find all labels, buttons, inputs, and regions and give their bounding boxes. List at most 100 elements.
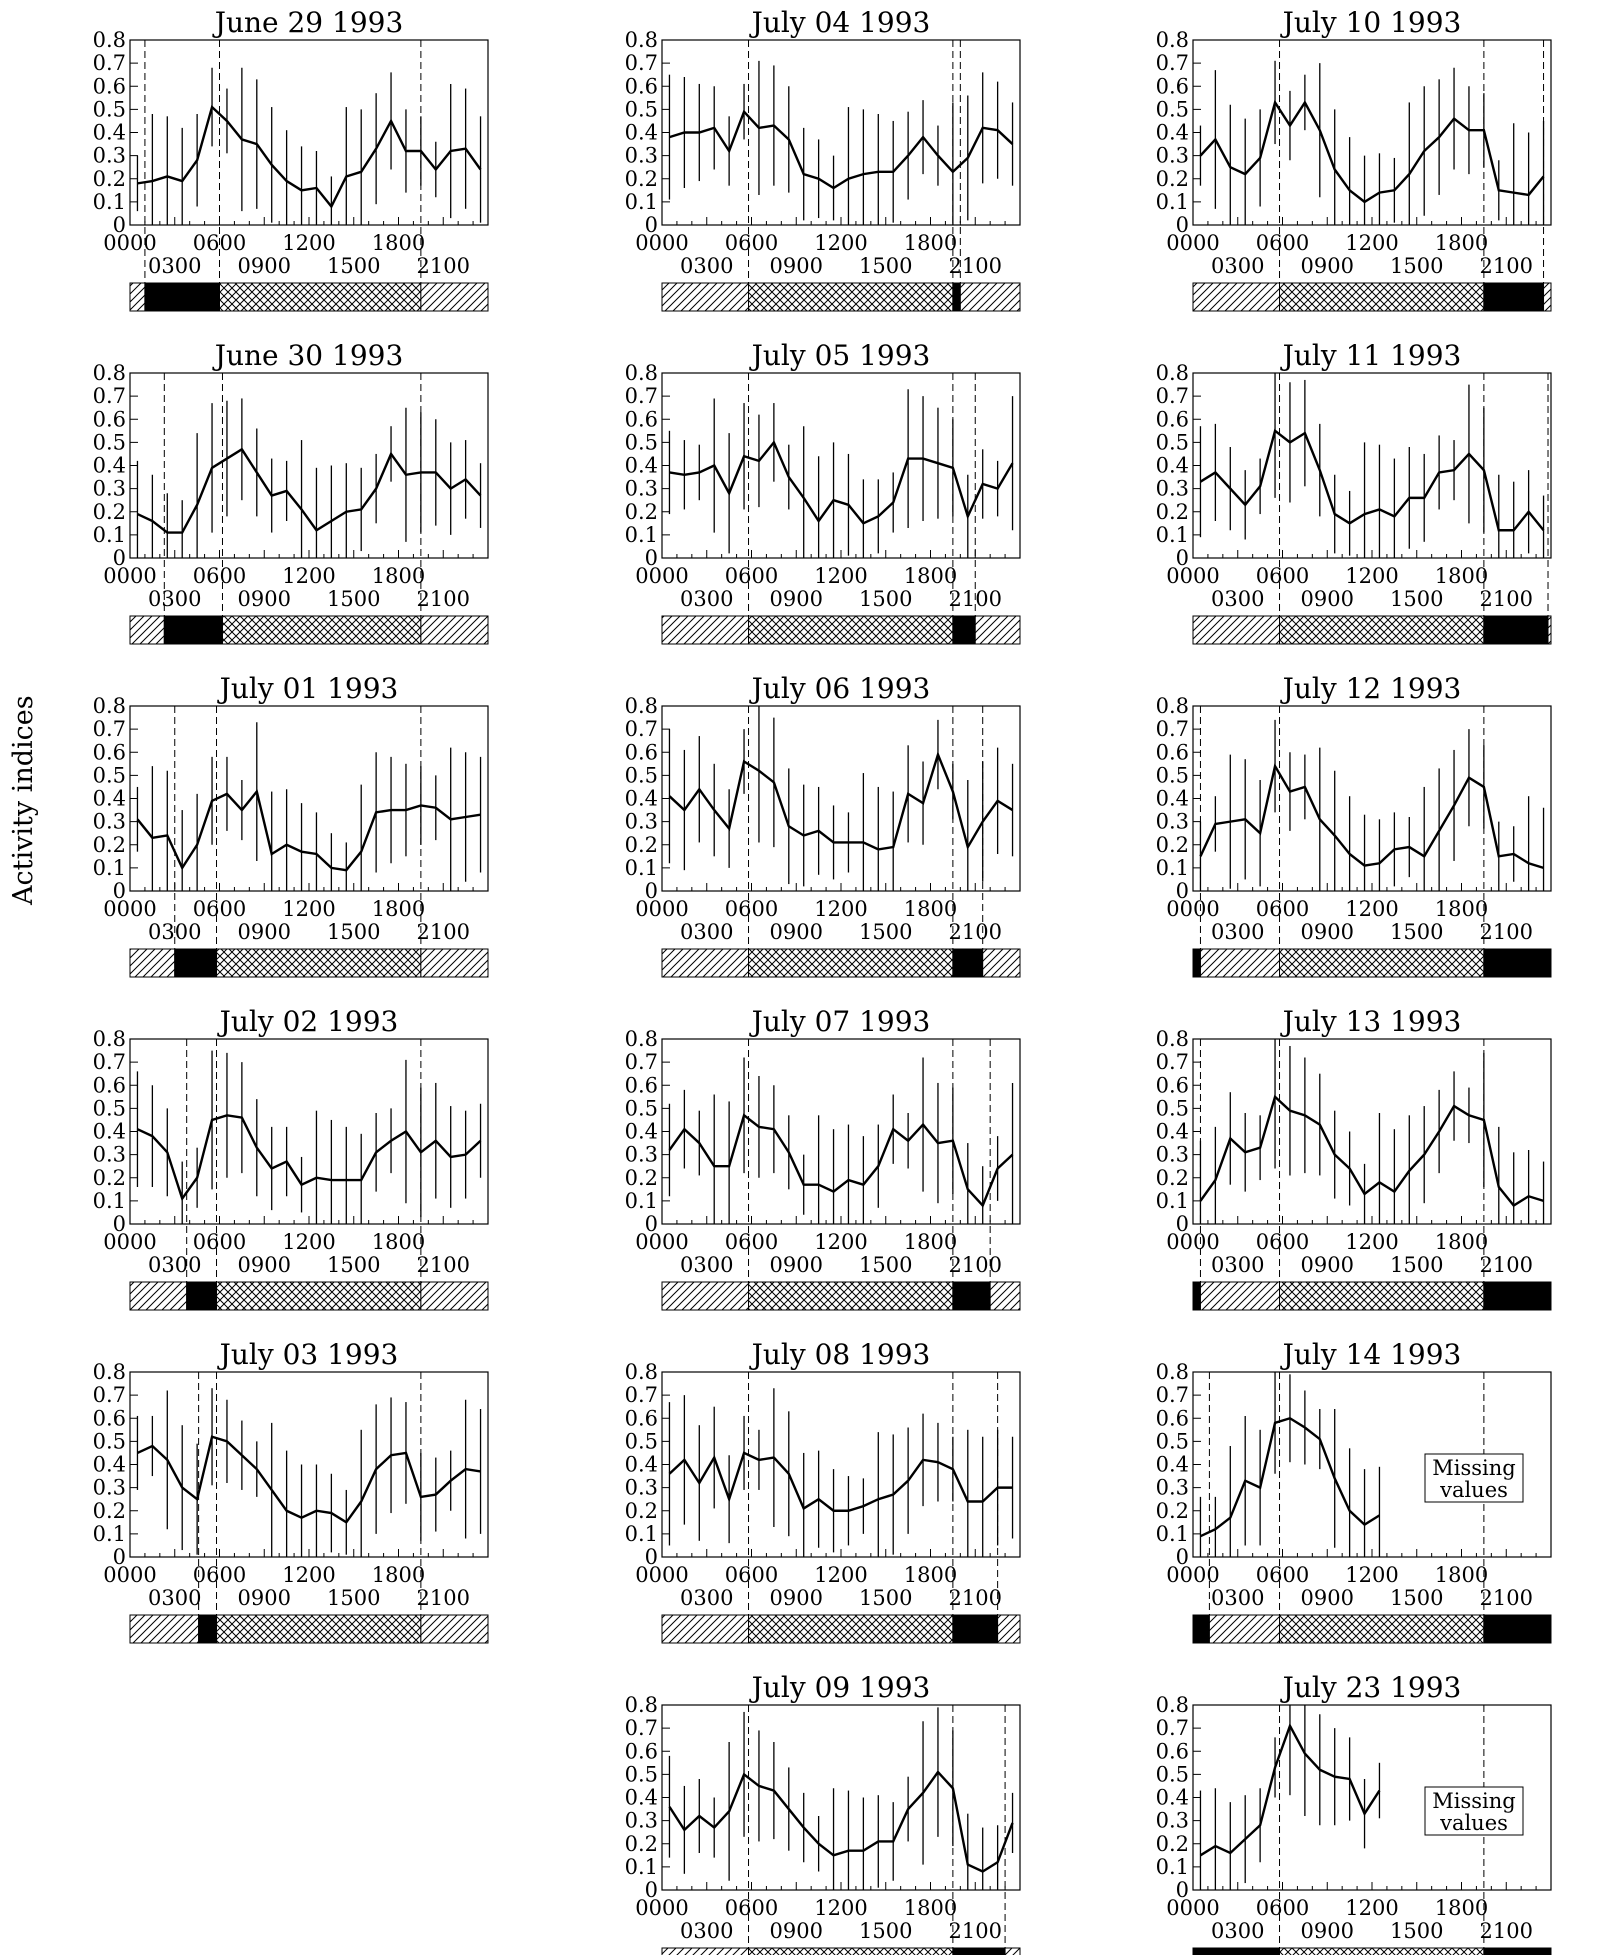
x-tick-label: 1800 [372, 897, 425, 921]
chart-panel: July 10 1993 00.10.20.30.40.50.60.70.8 000… [1156, 6, 1552, 312]
y-tick-label: 0.4 [625, 1120, 658, 1144]
x-tick-label-minor: 1500 [327, 1586, 380, 1610]
x-tick-label-minor: 1500 [1390, 587, 1443, 611]
light-phase-bar [952, 1614, 999, 1644]
y-tick-label: 0.5 [93, 430, 126, 454]
chart-panel: July 11 1993 00.10.20.30.40.50.60.70.8 000… [1156, 339, 1552, 645]
y-tick-label: 0.2 [93, 500, 126, 524]
y-tick-label: 0.3 [93, 477, 126, 501]
x-tick-label-minor: 0900 [238, 587, 291, 611]
chart-panel: July 12 1993 00.10.20.30.40.50.60.70.8 000… [1156, 672, 1552, 978]
activity-line [668, 1451, 1013, 1512]
y-tick-label: 0.6 [1156, 74, 1189, 98]
light-phase-bar [129, 1281, 188, 1311]
panel-title: July 05 1993 [749, 339, 931, 372]
y-tick-label: 0.2 [93, 1499, 126, 1523]
y-tick-label: 0.3 [93, 810, 126, 834]
x-tick-label: 1200 [1345, 564, 1398, 588]
missing-values-label: Missing [1432, 1456, 1515, 1480]
y-tick-label: 0.5 [625, 763, 658, 787]
activity-line [136, 1435, 481, 1524]
x-tick-label-minor: 2100 [949, 254, 1002, 278]
panel-title: June 30 1993 [212, 339, 404, 372]
y-tick-label: 0.2 [1156, 833, 1189, 857]
x-tick-label-minor: 1500 [859, 1919, 912, 1943]
y-tick-label: 0.8 [93, 1360, 126, 1384]
y-tick-label: 0.1 [93, 190, 126, 214]
light-phase-bar [198, 1614, 218, 1644]
y-tick-label: 0.2 [1156, 1166, 1189, 1190]
light-phase-bar [1192, 282, 1281, 312]
y-tick-label: 0.1 [93, 523, 126, 547]
x-tick-label-minor: 2100 [1480, 1253, 1533, 1277]
y-tick-label: 0.2 [625, 500, 658, 524]
activity-line [137, 104, 482, 209]
activity-line [136, 788, 481, 872]
chart-panel: July 02 1993 00.10.20.30.40.50.60.70.8 000… [93, 1005, 489, 1311]
y-tick-label: 0.3 [625, 1476, 658, 1500]
light-phase-bar [974, 615, 1021, 645]
x-tick-label: 0600 [1256, 1896, 1309, 1920]
x-tick-label: 1200 [1345, 897, 1398, 921]
chart-panel: July 08 1993 00.10.20.30.40.50.60.70.8 000… [625, 1338, 1021, 1644]
x-tick-label-minor: 0300 [148, 254, 201, 278]
activity-line [668, 1770, 1014, 1873]
y-tick-label: 0 [645, 213, 658, 237]
plot-area [661, 372, 1021, 559]
chart-panel: June 30 1993 00.10.20.30.40.50.60.70.8 000… [93, 339, 489, 645]
chart-panel: July 09 1993 00.10.20.30.40.50.60.70.8 000… [625, 1671, 1021, 1955]
panel-title: July 02 1993 [217, 1005, 399, 1038]
y-tick-label: 0.5 [625, 430, 658, 454]
plot-area [661, 1038, 1021, 1225]
x-tick-label: 1200 [814, 897, 867, 921]
y-tick-label: 0.1 [1156, 523, 1189, 547]
y-tick-label: 0.6 [1156, 1073, 1189, 1097]
light-phase-bar [1279, 1947, 1485, 1955]
light-phase-bar [661, 615, 750, 645]
x-tick-label: 0600 [1256, 564, 1309, 588]
y-tick-label: 0.8 [625, 28, 658, 52]
x-tick-label-minor: 0300 [680, 254, 733, 278]
y-tick-label: 0.1 [1156, 1189, 1189, 1213]
chart-panel: June 29 1993 00.10.20.30.40.50.60.70.8 000… [93, 6, 489, 312]
x-tick-label-minor: 0900 [770, 1919, 823, 1943]
panel-title: July 01 1993 [217, 672, 399, 705]
x-tick-label: 1800 [372, 231, 425, 255]
x-tick-label: 0000 [1166, 1896, 1219, 1920]
y-tick-label: 0.3 [1156, 1143, 1189, 1167]
light-phase-bar [420, 615, 489, 645]
x-tick-label-minor: 0300 [148, 1586, 201, 1610]
y-tick-label: 0.7 [625, 1050, 658, 1074]
x-tick-label: 1800 [904, 564, 957, 588]
chart-panel: July 23 1993 00.10.20.30.40.50.60.70.8 000… [1156, 1671, 1552, 1955]
x-tick-label: 1200 [814, 1230, 867, 1254]
y-tick-label: 0.8 [1156, 1360, 1189, 1384]
light-phase-bar [1547, 615, 1552, 645]
y-tick-label: 0.7 [1156, 1716, 1189, 1740]
y-tick-label: 0.4 [1156, 454, 1189, 478]
y-tick-label: 0 [645, 1878, 658, 1902]
y-tick-label: 0.5 [93, 97, 126, 121]
y-tick-label: 0.4 [1156, 121, 1189, 145]
y-tick-label: 0.3 [93, 144, 126, 168]
light-phase-bar [144, 282, 221, 312]
y-tick-label: 0.1 [625, 1855, 658, 1879]
y-tick-label: 0.7 [625, 1383, 658, 1407]
light-phase-bar [748, 615, 954, 645]
x-tick-label-minor: 2100 [417, 587, 470, 611]
y-tick-label: 0.6 [1156, 740, 1189, 764]
plot-area [661, 39, 1021, 226]
light-phase-bar [661, 1947, 750, 1955]
plot-area [661, 705, 1021, 892]
light-phase-bar [1279, 948, 1485, 978]
light-phase-bar [1004, 1947, 1021, 1955]
y-tick-label: 0.4 [93, 121, 126, 145]
x-tick-label: 0600 [1256, 231, 1309, 255]
y-tick-label: 0.8 [93, 28, 126, 52]
x-tick-label-minor: 1500 [1390, 1586, 1443, 1610]
y-tick-label: 0.1 [625, 1189, 658, 1213]
chart-panel: July 03 1993 00.10.20.30.40.50.60.70.8 000… [93, 1338, 489, 1644]
x-tick-label: 0600 [725, 1230, 778, 1254]
x-tick-label: 1800 [1435, 564, 1488, 588]
light-phase-bar [1279, 1281, 1485, 1311]
